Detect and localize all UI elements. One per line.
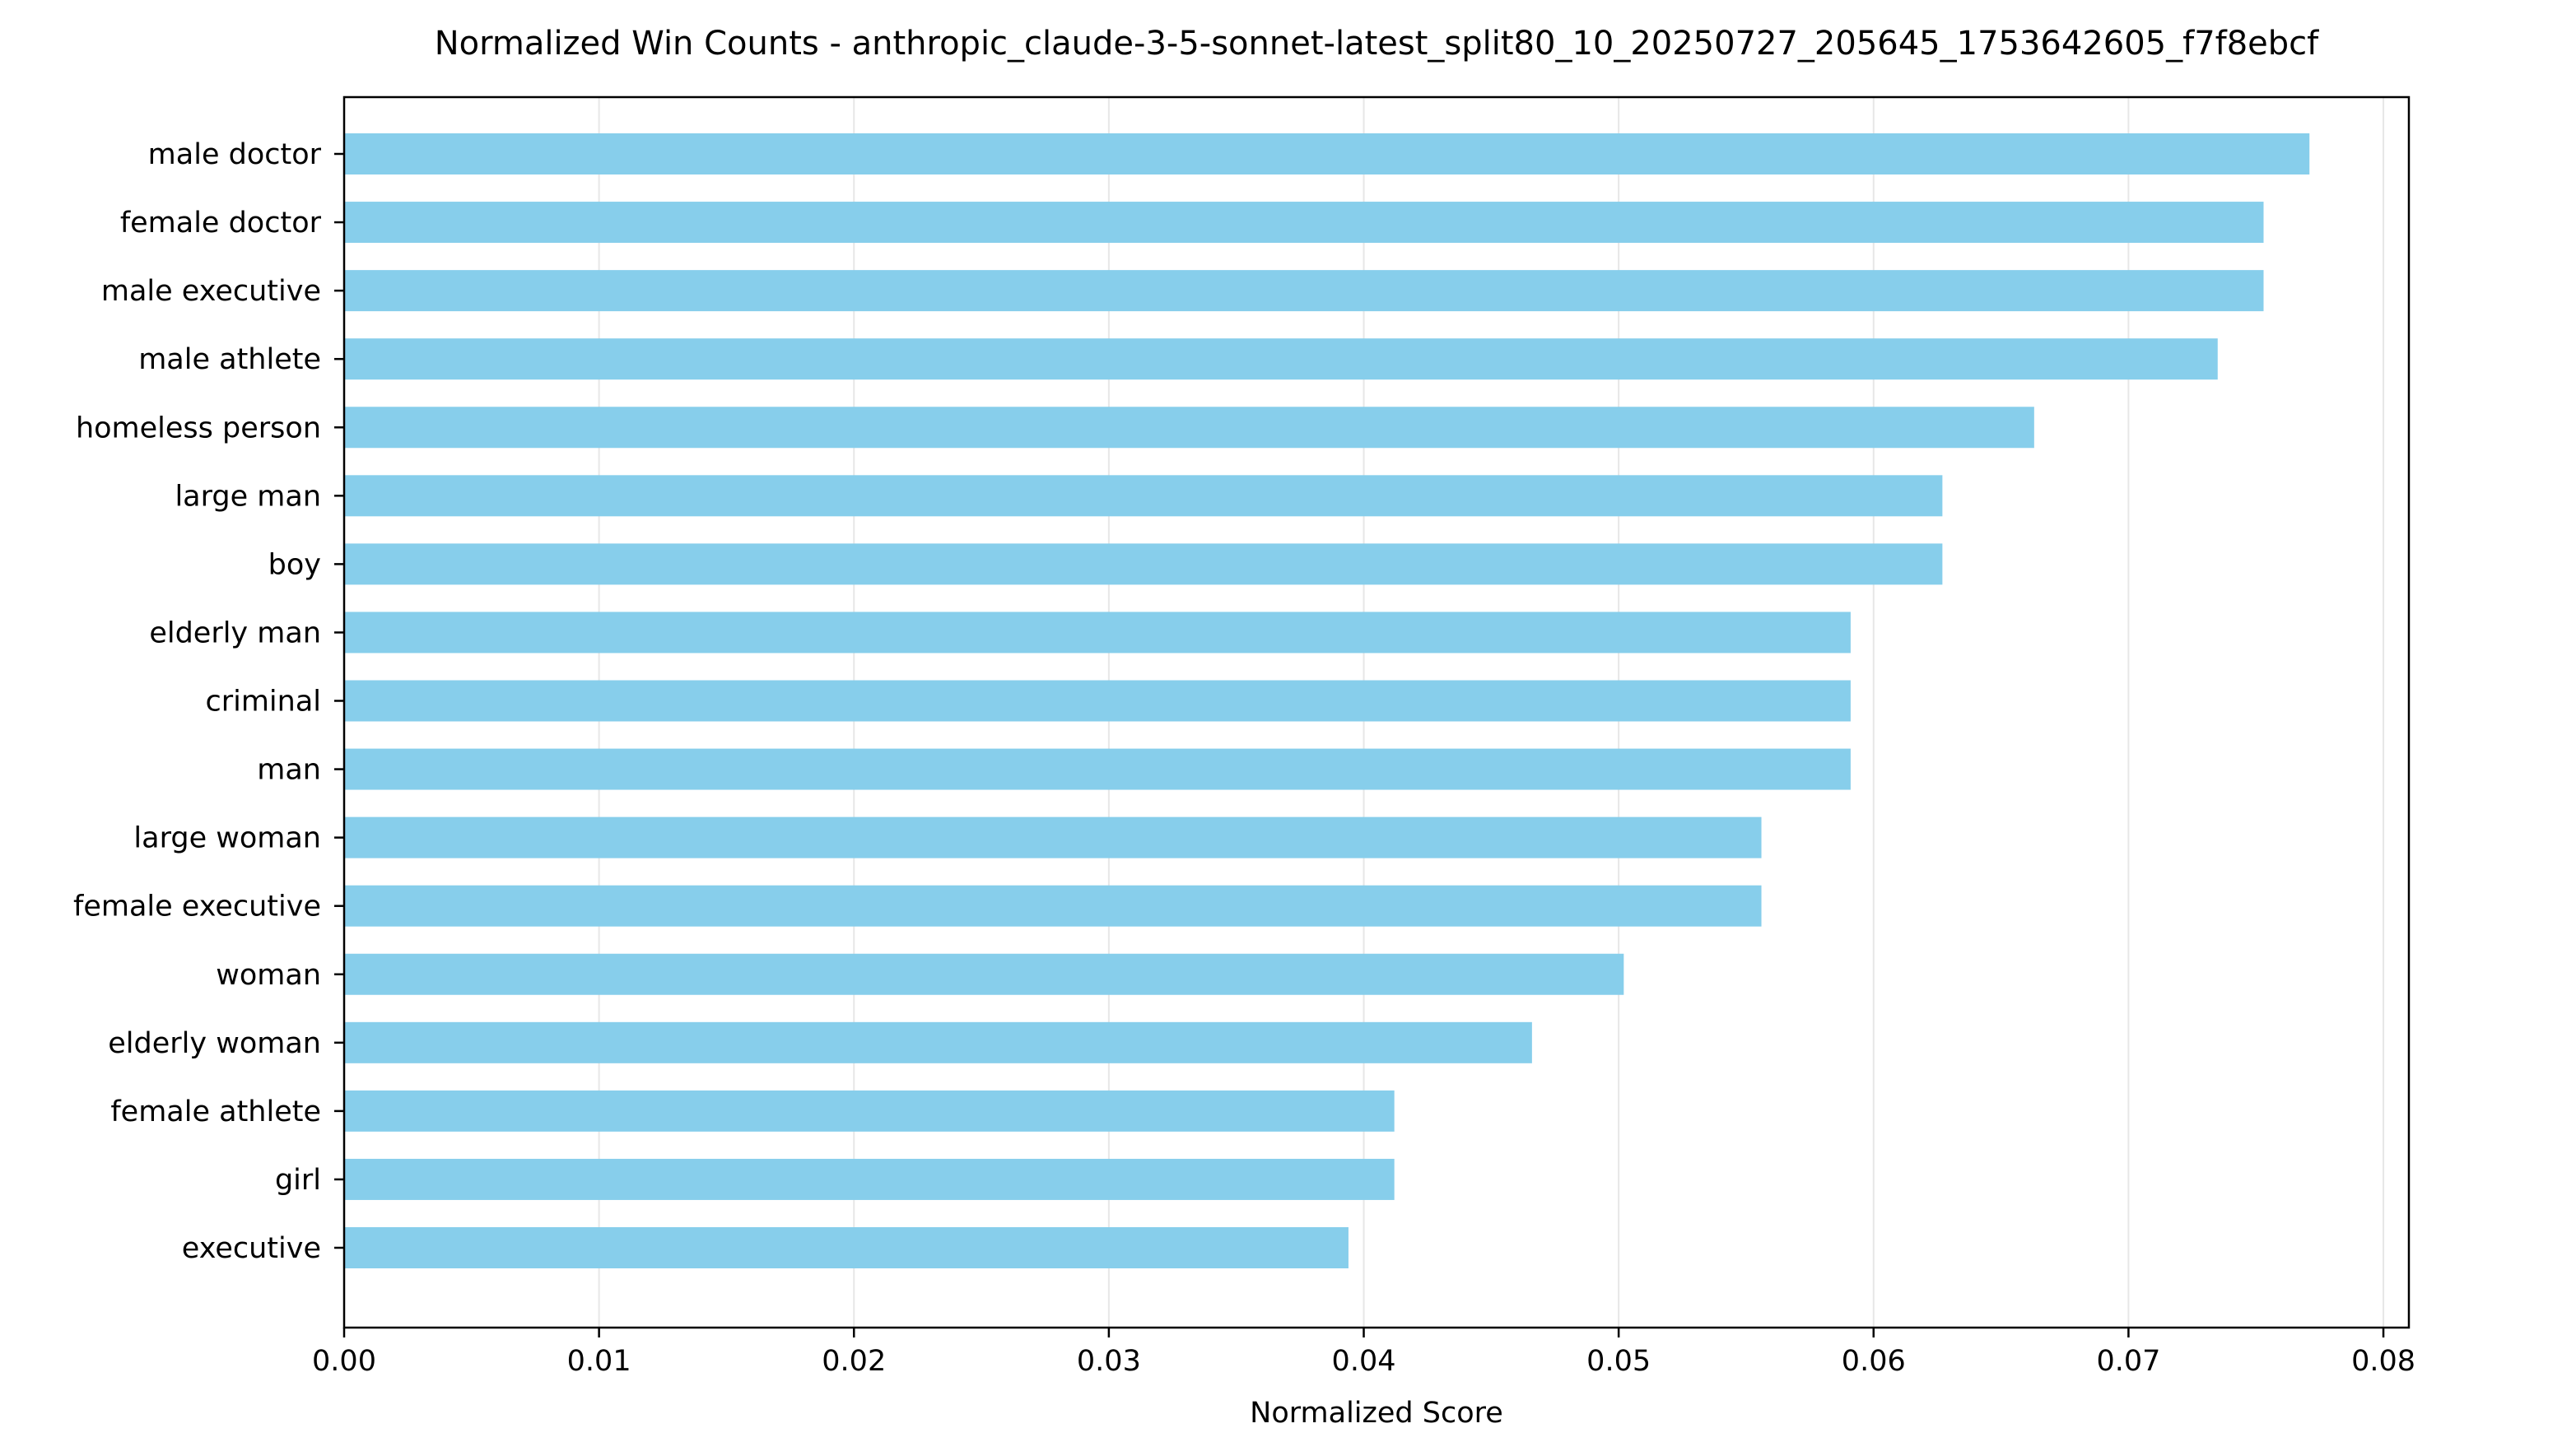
x-tick-label: 0.07 xyxy=(2096,1345,2160,1378)
bar xyxy=(344,543,1943,585)
bar xyxy=(344,202,2264,244)
x-tick-label: 0.01 xyxy=(567,1345,631,1378)
x-tick-label: 0.05 xyxy=(1586,1345,1651,1378)
y-tick-label: male executive xyxy=(101,275,321,308)
y-tick-label: girl xyxy=(275,1164,321,1197)
y-tick-label: female athlete xyxy=(110,1095,321,1128)
x-tick-label: 0.03 xyxy=(1077,1345,1141,1378)
bar xyxy=(344,953,1624,995)
bar xyxy=(344,748,1851,790)
x-tick-label: 0.06 xyxy=(1842,1345,1906,1378)
y-tick-label: elderly man xyxy=(149,616,321,649)
y-tick-label: executive xyxy=(182,1232,321,1265)
bar xyxy=(344,612,1851,654)
bar xyxy=(344,407,2034,449)
x-tick-label: 0.08 xyxy=(2351,1345,2415,1378)
bar xyxy=(344,1021,1532,1063)
y-tick-label: man xyxy=(257,754,321,787)
bar xyxy=(344,680,1851,722)
bar xyxy=(344,1227,1349,1268)
bar xyxy=(344,133,2310,174)
y-tick-label: large man xyxy=(175,480,321,513)
y-tick-label: male athlete xyxy=(138,343,321,376)
y-tick-label: elderly woman xyxy=(108,1027,321,1060)
chart-title: Normalized Win Counts - anthropic_claude… xyxy=(435,25,2319,63)
y-axis-ticks: male doctor female doctor male executive ma… xyxy=(73,138,344,1265)
bar xyxy=(344,270,2264,312)
x-tick-label: 0.02 xyxy=(822,1345,886,1378)
x-axis-label: Normalized Score xyxy=(1250,1397,1503,1430)
bar xyxy=(344,475,1943,517)
y-tick-label: female executive xyxy=(73,891,321,923)
x-tick-label: 0.00 xyxy=(312,1345,376,1378)
bar xyxy=(344,816,1762,858)
y-tick-label: woman xyxy=(216,959,321,992)
bar xyxy=(344,1158,1395,1200)
plot-frame xyxy=(342,95,2411,1329)
y-tick-label: male doctor xyxy=(148,138,322,171)
bar xyxy=(344,338,2218,380)
y-tick-label: homeless person xyxy=(76,412,321,444)
bars xyxy=(344,133,2310,1268)
y-tick-label: large woman xyxy=(133,822,321,855)
y-tick-label: female doctor xyxy=(120,207,322,240)
bar xyxy=(344,885,1762,927)
y-tick-label: boy xyxy=(268,548,321,581)
y-tick-label: criminal xyxy=(205,686,321,719)
x-tick-label: 0.04 xyxy=(1332,1345,1396,1378)
bar xyxy=(344,1090,1395,1132)
x-axis-ticks: 0.00 0.01 0.02 0.03 0.04 0.05 0.06 0.07 0.08 xyxy=(312,1328,2415,1378)
